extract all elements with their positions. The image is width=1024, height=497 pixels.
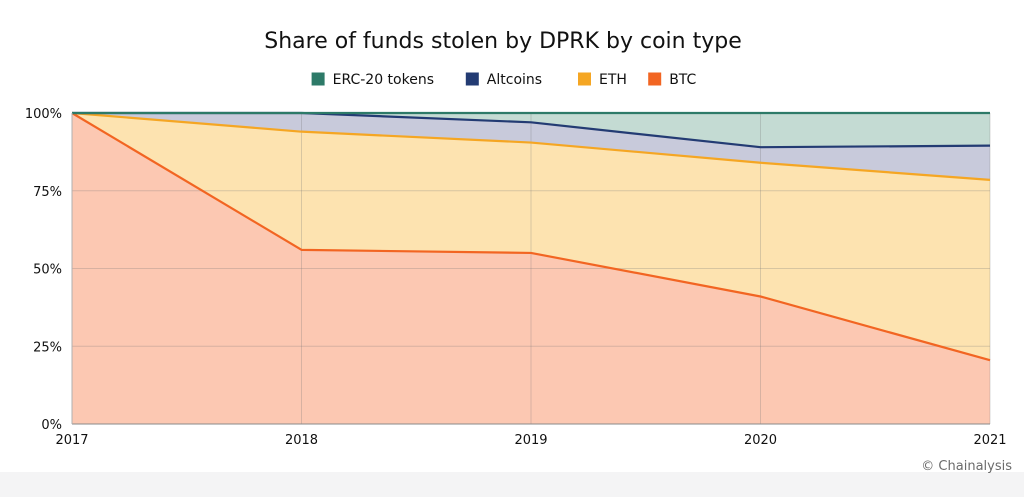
- credit-text: © Chainalysis: [921, 459, 1012, 474]
- y-tick-label: 50%: [33, 263, 62, 278]
- legend-label: ETH: [599, 72, 627, 88]
- axes: 0% 25% 50% 75% 100% 2017 2018 2019 2020 2021: [25, 107, 1007, 448]
- area-eth: [72, 113, 990, 361]
- legend-swatch: [578, 72, 591, 86]
- line-eth: [71, 111, 991, 181]
- y-tick-label: 25%: [33, 340, 62, 355]
- y-tick-label: 100%: [25, 107, 62, 122]
- y-tick-label: 0%: [41, 418, 62, 433]
- legend-label: Altcoins: [487, 72, 542, 88]
- line-btc: [71, 112, 991, 362]
- area-btc: [72, 113, 990, 424]
- series-lines: [71, 111, 991, 362]
- footer-bar: [0, 472, 1024, 497]
- x-tick-label: 2018: [285, 433, 318, 448]
- y-tick-label: 75%: [33, 185, 62, 200]
- legend-swatch: [648, 72, 662, 86]
- chart-title: Share of funds stolen by DPRK by coin ty…: [264, 29, 741, 54]
- areas: [72, 113, 990, 424]
- area-erc-20-tokens: [72, 113, 990, 148]
- legend-swatch: [311, 72, 325, 86]
- x-tick-label: 2021: [973, 433, 1006, 448]
- x-tick-label: 2017: [55, 433, 88, 448]
- legend-label: ERC-20 tokens: [333, 72, 434, 88]
- area-altcoins: [72, 113, 990, 180]
- legend: ERC-20 tokens Altcoins ETH BTC: [311, 72, 697, 88]
- legend-label: BTC: [669, 72, 696, 88]
- x-tick-label: 2019: [514, 433, 547, 448]
- x-tick-label: 2020: [744, 433, 777, 448]
- legend-swatch: [465, 72, 479, 86]
